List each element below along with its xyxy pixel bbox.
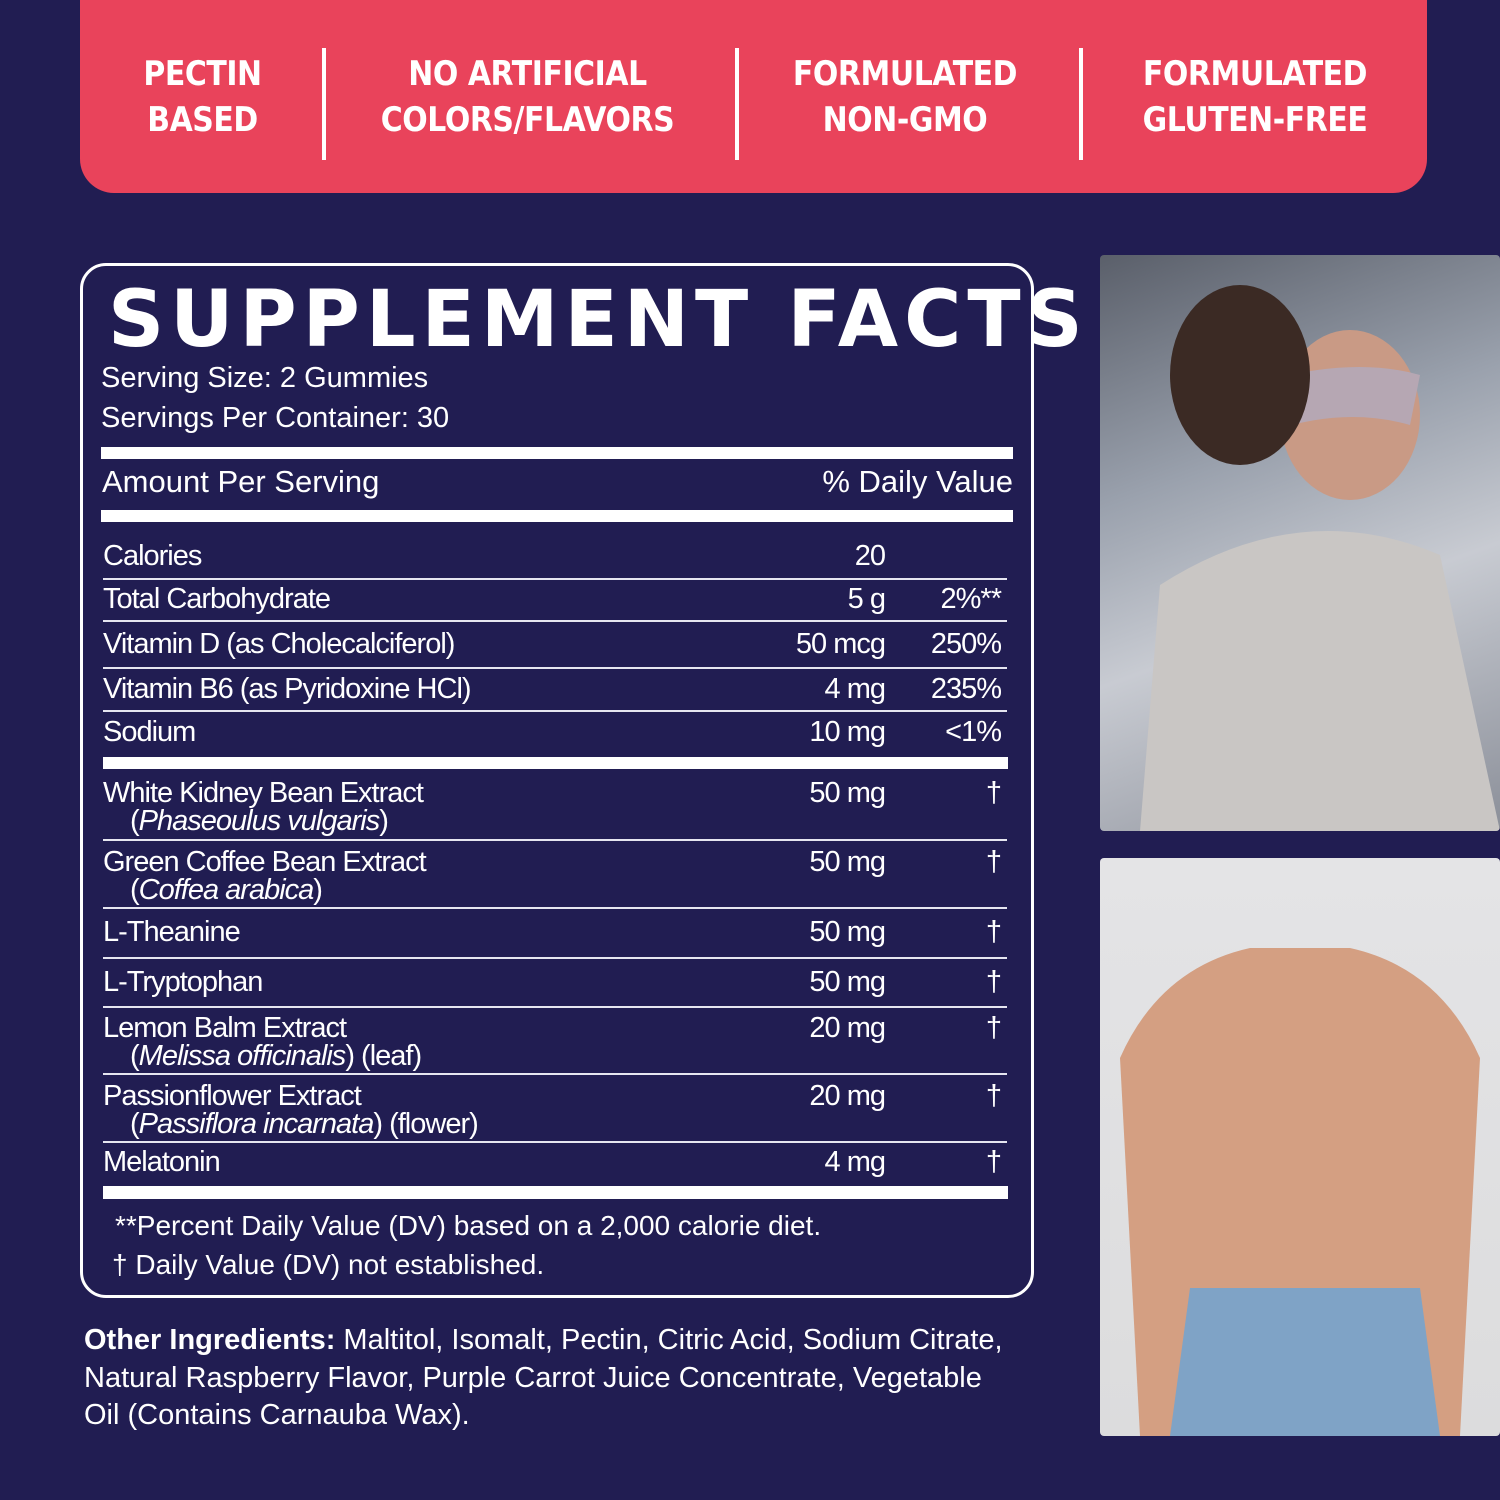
nutrient-amount: 4 mg (824, 673, 886, 705)
supplement-facts-panel (80, 263, 1034, 1298)
nutrient-daily-value: † (985, 966, 1002, 998)
nutrient-name: White Kidney Bean Extract (103, 777, 424, 809)
thick-divider (101, 447, 1013, 459)
nutrient-daily-value: † (985, 1146, 1002, 1178)
nutrient-amount: 20 mg (809, 1080, 886, 1112)
badge-line: NO ARTIFICIAL (408, 53, 647, 94)
divider (322, 48, 326, 160)
woman-sleep-mask-icon (1140, 285, 1500, 831)
thick-divider (103, 757, 1008, 769)
badge-line: COLORS/FLAVORS (380, 99, 675, 140)
nutrient-latin-name: (Phaseoulus vulgaris) (130, 805, 389, 837)
row-divider (103, 667, 1007, 669)
badge-line: PECTIN (143, 53, 262, 94)
thick-divider (103, 1186, 1008, 1199)
thick-divider (101, 510, 1013, 522)
row-divider (103, 1006, 1007, 1008)
row-divider (103, 957, 1007, 959)
badge-line: NON-GMO (822, 99, 988, 140)
row-divider (103, 839, 1007, 841)
badge-non-gmo: FORMULATED NON-GMO (786, 0, 1024, 193)
feature-banner (80, 0, 1427, 193)
nutrient-daily-value: <1% (945, 716, 1002, 748)
badge-pectin-based: PECTIN BASED (130, 0, 275, 193)
divider (735, 48, 739, 160)
amount-header: Amount Per Serving (102, 464, 380, 499)
nutrient-amount: 50 mg (809, 966, 886, 998)
nutrient-amount: 50 mg (809, 777, 886, 809)
latin-name: Passiflora incarnata (138, 1108, 375, 1140)
nutrient-amount: 5 g (847, 583, 886, 615)
servings-per-container: Servings Per Container: 30 (101, 402, 450, 434)
latin-name: Coffea arabica (138, 874, 315, 906)
nutrient-name: Passionflower Extract (103, 1080, 362, 1112)
divider (1079, 48, 1083, 160)
nutrient-amount: 20 mg (809, 1012, 886, 1044)
nutrient-name: Vitamin B6 (as Pyridoxine HCl) (103, 673, 472, 705)
nutrient-name: Melatonin (103, 1146, 221, 1178)
nutrient-name: L-Tryptophan (103, 966, 263, 998)
other-ingredients: Other Ingredients: Maltitol, Isomalt, Pe… (84, 1322, 1024, 1435)
badge-line: FORMULATED (792, 53, 1018, 94)
row-divider (103, 620, 1007, 622)
nutrient-daily-value: † (985, 846, 1002, 878)
serving-size: Serving Size: 2 Gummies (101, 362, 429, 394)
footnote-dagger: † Daily Value (DV) not established. (112, 1249, 545, 1280)
nutrient-name: Vitamin D (as Cholecalciferol) (103, 628, 455, 660)
nutrient-daily-value: 235% (930, 673, 1002, 705)
nutrient-daily-value: † (985, 1080, 1002, 1112)
nutrient-name: Green Coffee Bean Extract (103, 846, 427, 878)
nutrient-latin-name: (Passiflora incarnata) (flower) (130, 1108, 479, 1140)
nutrient-name: L-Theanine (103, 916, 241, 948)
nutrient-latin-name: (Melissa officinalis) (leaf) (130, 1040, 422, 1072)
nutrient-amount: 50 mg (809, 846, 886, 878)
row-divider (103, 710, 1007, 712)
facts-title: SUPPLEMENT FACTS (108, 275, 1089, 365)
latin-name: Melissa officinalis (138, 1040, 347, 1072)
nutrient-name: Sodium (103, 716, 196, 748)
nutrient-amount: 50 mg (809, 916, 886, 948)
badge-no-artificial: NO ARTIFICIAL COLORS/FLAVORS (371, 0, 683, 193)
nutrient-amount: 10 mg (809, 716, 886, 748)
other-ingredients-label: Other Ingredients: (84, 1324, 336, 1356)
badge-line: FORMULATED (1142, 53, 1368, 94)
woman-sleep-mask-photo (1100, 255, 1500, 831)
nutrient-daily-value: † (985, 1012, 1002, 1044)
row-divider (103, 578, 1007, 580)
nutrient-name: Total Carbohydrate (103, 583, 331, 615)
badge-line: BASED (147, 99, 258, 140)
footnote-dv: **Percent Daily Value (DV) based on a 2,… (115, 1210, 822, 1241)
nutrient-amount: 50 mcg (795, 628, 886, 660)
latin-name: Phaseoulus vulgaris (138, 805, 381, 837)
plant-part: (leaf) (353, 1040, 422, 1072)
nutrient-daily-value: † (985, 916, 1002, 948)
nutrient-amount: 4 mg (824, 1146, 886, 1178)
dv-header: % Daily Value (822, 464, 1013, 499)
nutrient-name: Lemon Balm Extract (103, 1012, 347, 1044)
nutrient-amount: 20 (854, 540, 886, 572)
nutrient-daily-value: † (985, 777, 1002, 809)
row-divider (103, 1073, 1007, 1075)
badge-gluten-free: FORMULATED GLUTEN-FREE (1127, 0, 1382, 193)
row-divider (103, 1141, 1007, 1143)
nutrient-daily-value: 250% (930, 628, 1002, 660)
shirtless-man-photo (1100, 858, 1500, 1436)
nutrient-latin-name: (Coffea arabica) (130, 874, 323, 906)
shirtless-man-icon (1120, 948, 1480, 1436)
plant-part: (flower) (382, 1108, 479, 1140)
row-divider (103, 907, 1007, 909)
other-ingredients-text: Maltitol, Isomalt, Pectin, Citric Acid, … (84, 1324, 1003, 1431)
nutrient-name: Calories (103, 540, 202, 572)
badge-line: GLUTEN-FREE (1142, 99, 1368, 140)
nutrient-daily-value: 2%** (940, 583, 1002, 615)
